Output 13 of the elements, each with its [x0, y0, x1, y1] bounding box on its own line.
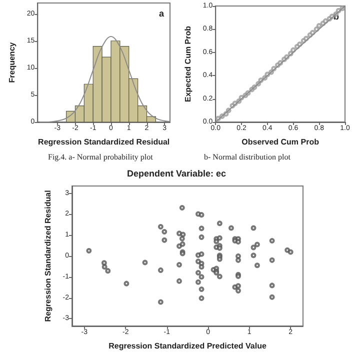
y-axis-title: Expected Cum Prob	[184, 26, 192, 102]
x-axis-title: Observed Cum Prob	[242, 138, 320, 146]
point	[296, 42, 302, 48]
y-axis-title: Regression Standardized Residual	[43, 190, 52, 322]
x-axis-title: Regression Standardized Predicted Value	[108, 342, 267, 350]
text: b- Normal distribution plot	[204, 152, 292, 162]
x-axis-title: Regression Standardized Residual	[38, 138, 170, 146]
chart-title: Dependent Variable: ec	[126, 168, 226, 178]
y-axis-title: Frequency	[8, 42, 16, 83]
point	[316, 22, 322, 28]
annotation: a	[158, 8, 165, 18]
point	[303, 36, 309, 42]
caption: Fig.4. a- Normal probability plot	[48, 152, 154, 162]
